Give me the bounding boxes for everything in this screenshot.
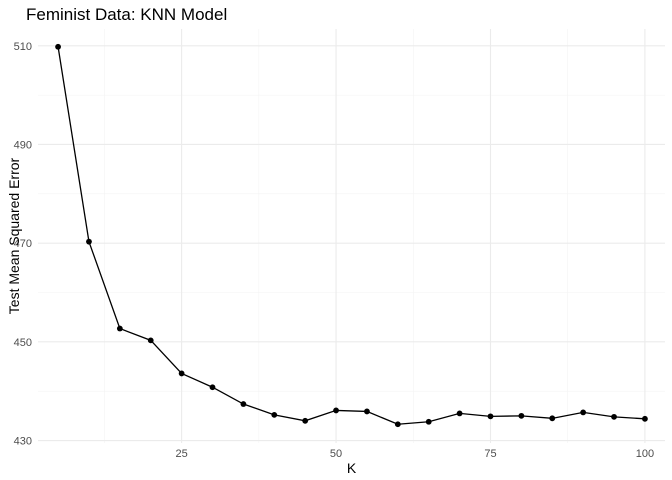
x-tick-label: 75 <box>484 448 496 460</box>
data-point <box>549 415 556 422</box>
y-tick-label: 430 <box>14 436 32 448</box>
data-point <box>240 401 247 407</box>
data-point <box>487 413 494 420</box>
data-point <box>86 238 92 245</box>
data-point <box>456 410 463 417</box>
data-point <box>518 412 525 419</box>
data-point <box>271 411 278 418</box>
grid <box>38 29 665 443</box>
data-point <box>55 43 61 50</box>
data-point <box>425 418 432 425</box>
data-point <box>642 415 648 422</box>
x-tick-label: 25 <box>175 448 187 460</box>
y-axis-title: Test Mean Squared Error <box>6 157 22 314</box>
data-point <box>302 417 309 424</box>
y-tick-label: 510 <box>14 41 32 53</box>
data-points <box>55 43 648 428</box>
data-point <box>147 337 154 344</box>
data-point <box>333 407 339 414</box>
x-axis-title: K <box>347 460 357 476</box>
data-point <box>116 325 123 332</box>
tick-labels: 25 50 75 100 430 450 470 490 510 <box>14 41 654 460</box>
data-point <box>209 384 216 391</box>
series-line-layer <box>57 46 645 425</box>
y-tick-label: 490 <box>14 139 32 151</box>
data-point <box>178 370 185 377</box>
data-point <box>364 408 370 415</box>
series-line <box>57 46 645 425</box>
chart-title: Feminist Data: KNN Model <box>26 5 227 24</box>
x-tick-label: 100 <box>636 448 654 460</box>
data-point <box>580 409 587 416</box>
data-point <box>394 421 401 428</box>
data-point <box>611 413 617 420</box>
x-tick-label: 50 <box>330 448 342 460</box>
y-tick-label: 450 <box>14 337 32 349</box>
y-tick-label: 470 <box>14 238 32 250</box>
